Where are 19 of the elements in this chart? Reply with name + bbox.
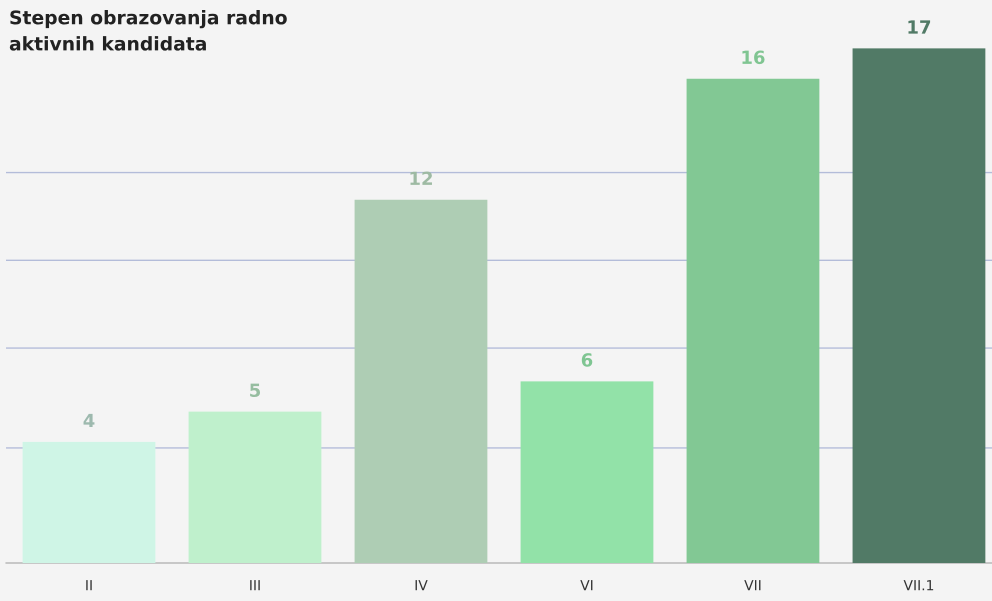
bar	[354, 200, 488, 563]
text: Stepen obrazovanja radno aktivnih kandidata	[10, 10, 287, 51]
x-tick-label: VI	[580, 580, 592, 590]
data-label: 6	[582, 353, 592, 367]
bar	[22, 442, 156, 563]
bar	[520, 381, 654, 563]
x-tick-label: VII	[744, 580, 760, 590]
data-label: 16	[742, 50, 765, 64]
data-label: 17	[908, 20, 930, 34]
bar	[852, 48, 986, 563]
x-tick-label: II	[86, 580, 92, 590]
data-label: 5	[250, 384, 260, 398]
data-label: 12	[410, 172, 432, 185]
bar	[686, 78, 820, 563]
data-label: 4	[84, 414, 94, 428]
x-tick-label: VII.1	[904, 580, 934, 590]
bar	[188, 412, 322, 563]
x-tick-label: IV	[416, 580, 428, 590]
x-tick-label: III	[250, 580, 260, 590]
